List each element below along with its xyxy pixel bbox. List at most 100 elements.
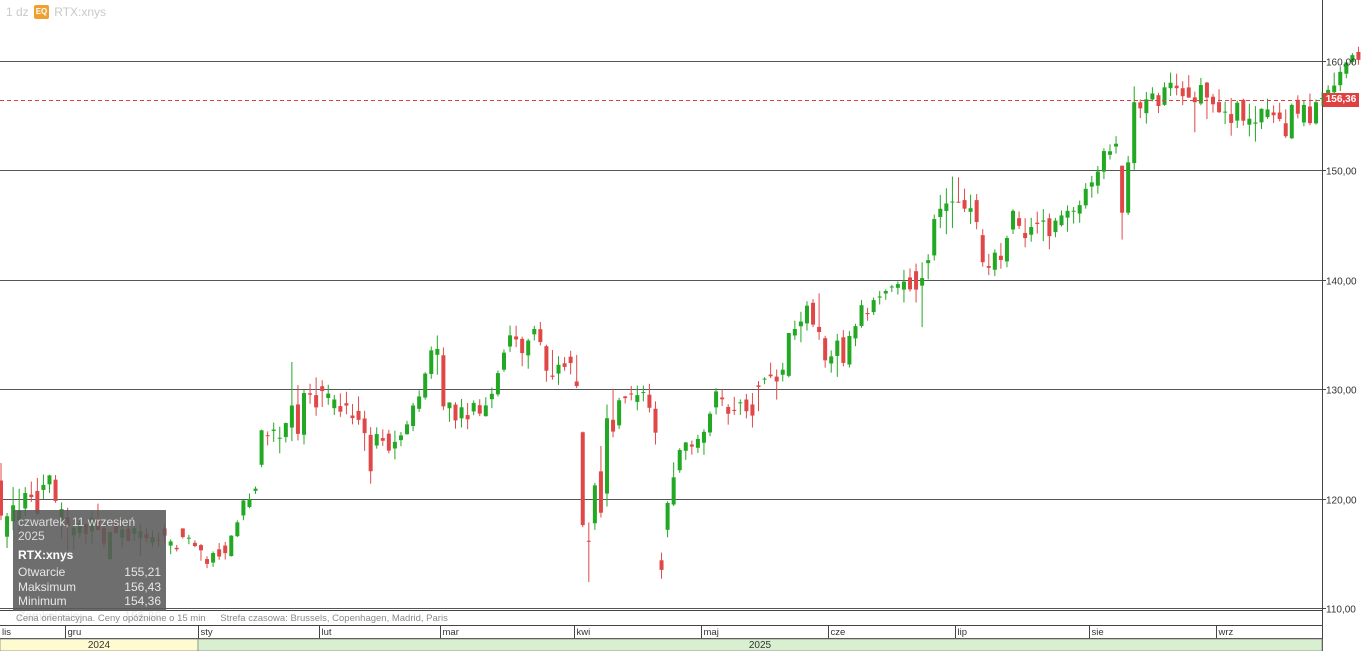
candle-up[interactable] xyxy=(1259,108,1264,130)
candle-down[interactable] xyxy=(1295,95,1300,119)
candle-down[interactable] xyxy=(1271,105,1276,123)
candle-up[interactable] xyxy=(447,402,452,422)
candle-up[interactable] xyxy=(792,320,797,340)
candle-down[interactable] xyxy=(1017,211,1022,229)
candle-up[interactable] xyxy=(1114,136,1119,154)
candle-down[interactable] xyxy=(1229,97,1234,136)
candle-down[interactable] xyxy=(350,404,355,425)
candle-up[interactable] xyxy=(762,377,767,385)
candle-up[interactable] xyxy=(289,361,294,442)
candle-up[interactable] xyxy=(253,486,258,494)
candle-up[interactable] xyxy=(804,301,809,331)
candle-down[interactable] xyxy=(1211,93,1215,113)
candle-down[interactable] xyxy=(338,393,343,417)
candle-up[interactable] xyxy=(1253,106,1258,142)
candle-up[interactable] xyxy=(950,176,955,229)
candle-up[interactable] xyxy=(1162,82,1167,106)
candle-up[interactable] xyxy=(1144,92,1149,124)
candle-down[interactable] xyxy=(192,540,197,548)
candle-up[interactable] xyxy=(211,551,216,567)
candle-up[interactable] xyxy=(641,385,646,402)
candle-down[interactable] xyxy=(562,357,567,371)
candle-down[interactable] xyxy=(344,391,349,415)
candle-down[interactable] xyxy=(647,383,652,413)
candle-up[interactable] xyxy=(1077,200,1082,223)
candle-up[interactable] xyxy=(417,390,422,412)
candle-up[interactable] xyxy=(798,311,803,343)
candle-down[interactable] xyxy=(823,335,828,368)
candle-down[interactable] xyxy=(29,481,34,502)
candle-up[interactable] xyxy=(635,385,640,411)
candle-up[interactable] xyxy=(277,426,282,454)
candle-down[interactable] xyxy=(598,445,603,518)
candle-up[interactable] xyxy=(1198,77,1203,106)
candle-down[interactable] xyxy=(653,401,658,445)
candle-up[interactable] xyxy=(1150,87,1155,102)
candle-down[interactable] xyxy=(520,336,525,367)
candle-up[interactable] xyxy=(405,420,410,435)
candle-up[interactable] xyxy=(1223,101,1228,125)
candle-up[interactable] xyxy=(895,281,900,295)
candle-up[interactable] xyxy=(1247,103,1252,137)
candle-up[interactable] xyxy=(968,194,973,224)
candle-down[interactable] xyxy=(544,344,549,382)
candle-up[interactable] xyxy=(932,214,937,261)
candle-down[interactable] xyxy=(356,396,361,425)
candle-down[interactable] xyxy=(750,393,755,428)
candle-up[interactable] xyxy=(526,338,531,369)
candle-up[interactable] xyxy=(1320,92,1325,107)
candle-down[interactable] xyxy=(205,556,210,569)
candle-down[interactable] xyxy=(659,552,664,579)
candle-up[interactable] xyxy=(1071,207,1076,224)
candle-down[interactable] xyxy=(568,350,573,375)
candle-down[interactable] xyxy=(726,404,731,425)
candle-up[interactable] xyxy=(392,430,397,460)
candle-down[interactable] xyxy=(314,377,319,416)
candle-up[interactable] xyxy=(1289,103,1294,140)
candle-up[interactable] xyxy=(708,411,713,437)
candle-down[interactable] xyxy=(956,177,961,203)
candle-down[interactable] xyxy=(386,429,391,454)
candle-up[interactable] xyxy=(495,370,500,397)
candle-up[interactable] xyxy=(326,384,331,405)
candle-down[interactable] xyxy=(1156,92,1161,114)
candle-down[interactable] xyxy=(841,330,846,367)
candle-down[interactable] xyxy=(538,321,543,346)
candle-down[interactable] xyxy=(1047,213,1052,250)
candle-up[interactable] xyxy=(1107,144,1112,160)
candle-up[interactable] xyxy=(259,429,264,468)
candle-down[interactable] xyxy=(465,403,470,430)
candle-up[interactable] xyxy=(471,400,476,416)
candle-up[interactable] xyxy=(235,520,240,538)
candle-down[interactable] xyxy=(1241,98,1246,126)
candle-up[interactable] xyxy=(1314,99,1319,125)
candle-down[interactable] xyxy=(441,347,446,411)
candle-down[interactable] xyxy=(908,268,912,292)
candle-up[interactable] xyxy=(411,402,416,432)
candle-down[interactable] xyxy=(756,381,761,412)
candle-down[interactable] xyxy=(1283,109,1288,139)
candle-up[interactable] xyxy=(1132,86,1137,170)
candle-up[interactable] xyxy=(556,356,561,385)
candle-up[interactable] xyxy=(168,539,173,555)
candle-up[interactable] xyxy=(786,333,791,378)
candle-up[interactable] xyxy=(1338,66,1343,92)
candle-up[interactable] xyxy=(429,346,434,379)
candle-up[interactable] xyxy=(883,289,888,300)
candle-down[interactable] xyxy=(1023,218,1028,248)
candle-down[interactable] xyxy=(980,229,985,267)
candle-down[interactable] xyxy=(1120,165,1125,240)
candle-up[interactable] xyxy=(617,397,622,429)
candle-down[interactable] xyxy=(308,383,313,404)
candle-up[interactable] xyxy=(1168,72,1173,96)
candle-down[interactable] xyxy=(1186,75,1191,98)
candle-down[interactable] xyxy=(180,528,185,539)
candle-up[interactable] xyxy=(871,297,876,315)
candle-up[interactable] xyxy=(920,262,925,328)
candle-up[interactable] xyxy=(738,399,743,415)
candle-down[interactable] xyxy=(265,431,270,446)
candle-down[interactable] xyxy=(611,388,616,438)
candle-up[interactable] xyxy=(5,512,10,548)
candle-up[interactable] xyxy=(435,335,440,375)
candle-down[interactable] xyxy=(198,543,203,561)
